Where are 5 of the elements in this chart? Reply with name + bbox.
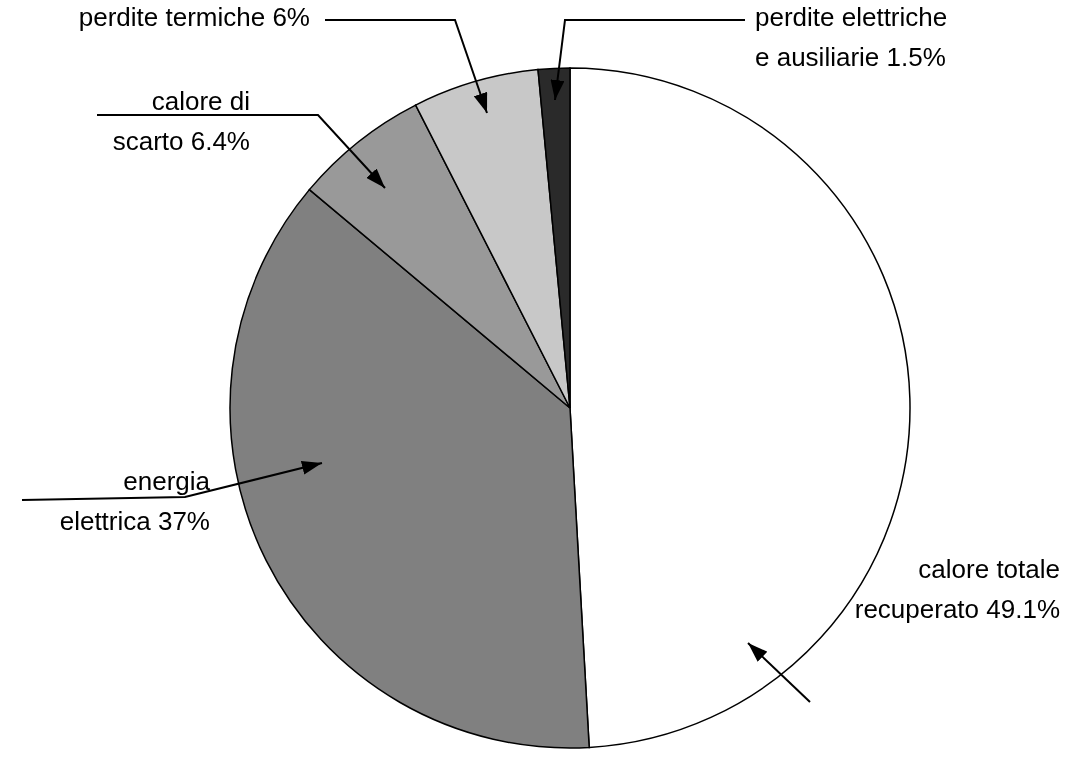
slice-label: perdite termiche 6% xyxy=(78,2,310,32)
slice-label: perdite elettriche e ausiliarie 1.5% xyxy=(755,2,948,72)
slice-label: calore totale recuperato 49.1% xyxy=(854,554,1060,624)
slice-label: calore di scarto 6.4% xyxy=(112,86,250,156)
slice-label: energia elettrica 37% xyxy=(59,466,211,536)
